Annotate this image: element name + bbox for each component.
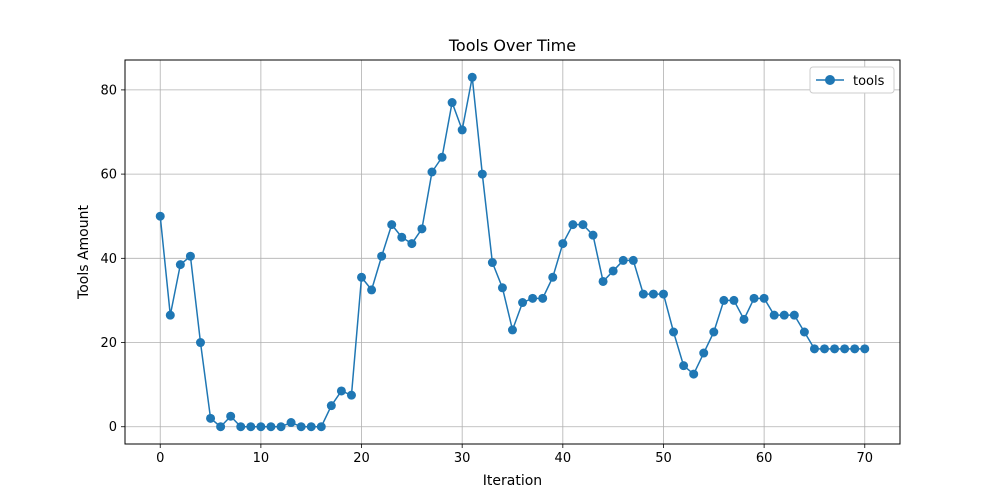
data-point [226,411,236,421]
data-point [316,422,326,432]
x-tick-label: 10 [253,451,270,466]
x-tick-label: 30 [454,451,471,466]
data-point [276,422,286,432]
data-point [759,293,769,303]
legend-label-tools: tools [853,74,885,89]
x-tick-label: 60 [756,451,773,466]
y-tick-label: 60 [100,168,117,183]
data-point [548,272,558,282]
data-point [236,422,246,432]
data-point [155,211,165,221]
legend-marker-swatch [825,75,835,85]
data-point [497,283,507,293]
x-tick-label: 50 [655,451,672,466]
data-point [719,295,729,305]
data-point [346,390,356,400]
data-point [799,327,809,337]
data-point [387,220,397,230]
data-point [739,314,749,324]
data-point [699,348,709,358]
data-point [195,338,205,348]
data-point [528,293,538,303]
data-point [628,255,638,265]
y-tick-label: 40 [100,252,117,267]
data-point [850,344,860,354]
data-point [658,289,668,299]
data-point [256,422,266,432]
data-point [296,422,306,432]
data-point [508,325,517,335]
y-tick-label: 80 [100,83,117,98]
data-point [417,224,427,234]
data-point [165,310,175,320]
grid-lines [125,60,900,444]
data-point [447,98,457,108]
data-point [477,169,487,179]
x-tick-label: 70 [856,451,873,466]
data-point [769,310,779,320]
data-point [357,272,367,282]
data-point [286,418,296,428]
data-point [367,285,377,295]
data-point [669,327,679,337]
axis-ticks: 0 10 20 30 40 50 60 70 0 20 40 60 80 [100,83,873,466]
data-point [266,422,276,432]
data-point [306,422,316,432]
x-axis-label: Iteration [483,473,542,489]
series-line-tools [159,76,865,428]
data-point [689,369,699,379]
data-point [820,344,830,354]
data-point [558,239,568,249]
data-point [638,289,648,299]
legend-box [809,66,895,94]
data-point [377,251,387,261]
data-point [588,230,598,240]
data-point [709,327,719,337]
x-tick-label: 40 [555,451,572,466]
data-point [216,422,226,432]
data-point [749,293,759,303]
data-point [568,220,578,230]
y-tick-label: 20 [100,336,117,351]
chart-title: Tools Over Time [448,36,576,55]
data-point [578,220,588,230]
data-point [538,293,548,303]
x-tick-label: 0 [156,451,164,466]
plot-area-frame [124,59,901,445]
data-point [518,298,528,308]
data-point [679,361,689,371]
data-point [608,266,618,276]
data-point [407,239,417,249]
data-point [427,167,437,177]
data-point [175,260,185,270]
data-point [809,344,819,354]
legend: tools [809,66,895,94]
data-point [437,152,447,162]
data-point [840,344,850,354]
x-tick-label: 20 [353,451,370,466]
data-point [779,310,789,320]
data-point [246,422,256,432]
data-point [467,72,477,82]
data-point [729,295,739,305]
data-point [598,276,608,286]
data-point [457,125,467,135]
y-tick-label: 0 [109,420,117,435]
data-point [326,401,336,411]
data-point [860,344,870,354]
data-point [648,289,658,299]
data-point [487,258,497,268]
data-point [789,310,799,320]
data-point [206,413,216,423]
data-point [185,251,195,261]
y-axis-label: Tools Amount [76,205,92,300]
data-point [397,232,407,242]
data-point [618,255,628,265]
data-point [336,386,346,396]
data-series [155,72,870,432]
data-point [830,344,840,354]
